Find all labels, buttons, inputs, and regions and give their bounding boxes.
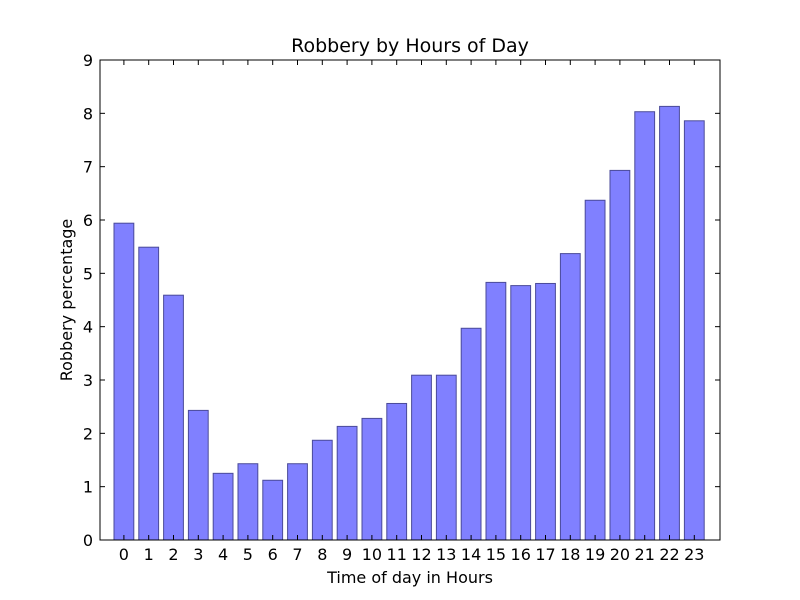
x-tick-label: 19 — [585, 545, 605, 564]
bar-hour-17 — [535, 282, 556, 541]
y-tick-label: 1 — [83, 478, 93, 497]
x-tick-label: 18 — [560, 545, 580, 564]
x-tick-label: 12 — [411, 545, 431, 564]
x-axis-ticks: 0 1 2 3 4 5 6 7 8 9 10 11 12 13 14 15 16 17 18 19 20 21 22 23 — [119, 60, 704, 564]
x-tick-label: 9 — [342, 545, 352, 564]
x-tick-label: 22 — [659, 545, 679, 564]
bar-hour-1 — [138, 246, 160, 541]
y-tick-label: 7 — [83, 158, 93, 177]
x-axis-label: Time of day in Hours — [326, 568, 493, 587]
bar-hour-14 — [460, 327, 482, 541]
y-tick-label: 8 — [83, 104, 93, 123]
chart-title: Robbery by Hours of Day — [291, 35, 529, 57]
x-tick-label: 6 — [268, 545, 278, 564]
bar-hour-21 — [634, 111, 656, 541]
x-tick-label: 2 — [168, 545, 178, 564]
x-tick-label: 0 — [119, 545, 129, 564]
y-tick-label: 0 — [83, 531, 93, 550]
x-tick-label: 4 — [218, 545, 228, 564]
x-tick-label: 15 — [486, 545, 506, 564]
bar-hour-6 — [262, 479, 284, 541]
bar-hour-11 — [386, 402, 408, 541]
x-tick-label: 3 — [193, 545, 203, 564]
bar-hour-19 — [584, 199, 606, 541]
x-tick-label: 14 — [461, 545, 481, 564]
axes-frame — [99, 59, 721, 541]
y-tick-label: 4 — [83, 318, 93, 337]
bar-hour-3 — [187, 409, 209, 541]
bar-hour-18 — [559, 253, 581, 541]
bar-hour-9 — [336, 425, 358, 541]
bar-hour-5 — [237, 463, 259, 541]
x-tick-label: 8 — [317, 545, 327, 564]
y-tick-label: 5 — [83, 264, 93, 283]
bar-hour-23 — [683, 120, 705, 541]
bar-hour-20 — [609, 169, 631, 541]
bar-hour-4 — [212, 472, 234, 541]
x-tick-label: 21 — [635, 545, 655, 564]
bar-hour-16 — [510, 285, 532, 541]
bar-hour-8 — [311, 439, 333, 541]
y-tick-label: 2 — [83, 424, 93, 443]
x-tick-label: 20 — [610, 545, 630, 564]
y-tick-label: 9 — [83, 51, 93, 70]
x-tick-label: 11 — [387, 545, 407, 564]
x-tick-label: 5 — [243, 545, 253, 564]
bar-hour-15 — [485, 281, 507, 541]
bar-hour-2 — [163, 294, 184, 541]
x-tick-label: 10 — [362, 545, 382, 564]
y-axis-label: Robbery percentage — [57, 219, 76, 382]
bars-group — [113, 105, 705, 541]
x-tick-label: 1 — [144, 545, 154, 564]
x-tick-label: 23 — [684, 545, 704, 564]
x-tick-label: 17 — [535, 545, 555, 564]
bar-hour-22 — [659, 105, 680, 541]
y-tick-label: 3 — [83, 371, 93, 390]
bar-hour-13 — [435, 374, 457, 541]
x-tick-label: 7 — [292, 545, 302, 564]
bar-hour-0 — [113, 222, 135, 541]
x-tick-label: 13 — [436, 545, 456, 564]
x-tick-label: 16 — [511, 545, 531, 564]
bar-hour-7 — [287, 463, 308, 541]
y-tick-label: 6 — [83, 211, 93, 230]
bar-hour-10 — [361, 417, 383, 541]
bar-hour-12 — [411, 374, 432, 541]
